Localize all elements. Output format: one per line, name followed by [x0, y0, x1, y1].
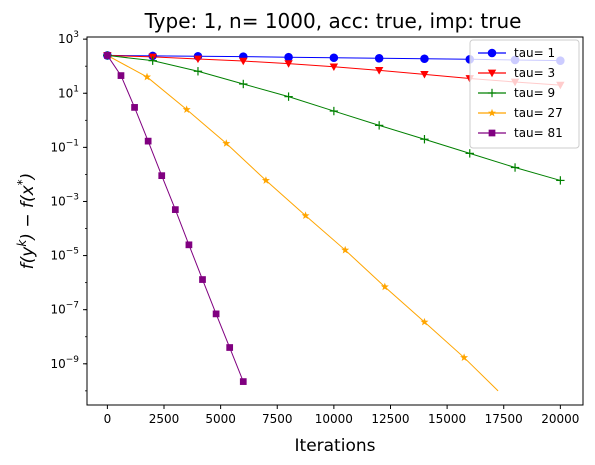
data-point — [420, 54, 429, 64]
y-tick-label: 10−3 — [50, 192, 79, 208]
y-tick-label: 101 — [58, 84, 79, 100]
data-point — [488, 108, 496, 117]
legend-item: tau= 81 — [478, 126, 563, 140]
data-point — [182, 105, 191, 113]
data-point — [284, 92, 293, 101]
data-point — [212, 310, 220, 318]
data-point — [329, 63, 339, 71]
data-point — [284, 52, 293, 62]
data-point — [465, 149, 474, 158]
data-point — [171, 206, 179, 213]
legend-label: tau= 1 — [514, 46, 555, 60]
data-point — [284, 60, 293, 68]
legend-label: tau= 27 — [514, 106, 563, 120]
data-point — [380, 282, 389, 291]
x-tick-label: 10000 — [315, 412, 353, 426]
data-point — [510, 163, 520, 172]
legend-item: tau= 3 — [478, 66, 555, 80]
data-point — [117, 72, 125, 79]
y-tick-label: 10−5 — [50, 247, 79, 263]
data-point — [144, 137, 152, 145]
legend-item: tau= 1 — [478, 46, 555, 60]
data-point — [487, 69, 497, 78]
y-axis: 10−9 10−7 10−5 10−3 10−1 101 103 — [50, 30, 87, 392]
x-tick-label: 15000 — [428, 412, 466, 426]
data-point — [131, 104, 138, 111]
y-axis-label: f(yk) − f(x*) — [15, 173, 38, 270]
x-axis: 0 2500 5000 7500 10000 12500 15000 17500 20000 — [104, 405, 579, 426]
x-tick-label: 12500 — [371, 412, 409, 426]
y-tick-label: 10−7 — [50, 301, 79, 317]
data-point — [420, 135, 429, 144]
data-point — [193, 67, 203, 76]
y-tick-label: 103 — [58, 30, 79, 46]
y-tick-label: 10−9 — [50, 355, 79, 371]
x-tick-label: 20000 — [541, 412, 579, 426]
y-axis-label-group: f(yk) − f(x*) — [15, 173, 38, 270]
data-point — [420, 70, 429, 79]
data-point — [104, 52, 111, 59]
data-point — [301, 211, 310, 220]
data-point — [239, 57, 248, 66]
data-point — [185, 241, 193, 249]
data-point — [487, 48, 497, 58]
series-tau-81 — [104, 52, 247, 385]
data-point — [329, 53, 339, 63]
data-point — [239, 378, 247, 385]
x-tick-label: 5000 — [205, 412, 236, 426]
data-point — [226, 344, 234, 351]
data-point — [222, 139, 231, 147]
x-tick-label: 17500 — [485, 412, 523, 426]
data-point — [420, 317, 429, 326]
x-tick-label: 7500 — [262, 412, 293, 426]
chart-title: Type: 1, n= 1000, acc: true, imp: true — [144, 9, 522, 33]
data-point — [341, 245, 350, 254]
data-point — [487, 88, 497, 98]
legend-label: tau= 81 — [514, 126, 563, 140]
data-point — [374, 121, 384, 130]
data-point — [374, 54, 384, 63]
y-tick-label: 10−1 — [50, 138, 79, 154]
x-tick-label: 0 — [104, 412, 112, 426]
data-point — [239, 79, 248, 89]
x-axis-label: Iterations — [295, 436, 376, 456]
legend-label: tau= 9 — [514, 86, 555, 100]
data-point — [199, 276, 206, 283]
legend-label: tau= 3 — [514, 66, 555, 80]
data-point — [143, 72, 152, 81]
legend-item: tau= 9 — [478, 86, 555, 100]
data-point — [158, 172, 166, 180]
data-point — [556, 176, 565, 185]
plot-frame — [86, 36, 584, 406]
legend-item: tau= 27 — [478, 106, 563, 120]
data-point — [374, 67, 384, 75]
data-point — [261, 176, 270, 184]
data-point — [460, 353, 469, 361]
data-point — [329, 106, 339, 116]
legend-box — [469, 39, 580, 149]
data-point — [488, 129, 496, 137]
data-point — [148, 56, 157, 65]
legend: tau= 1 tau= 3 tau= 9 tau= 27 tau= 81 — [469, 39, 580, 149]
data-point — [193, 55, 203, 64]
x-tick-label: 2500 — [149, 412, 180, 426]
